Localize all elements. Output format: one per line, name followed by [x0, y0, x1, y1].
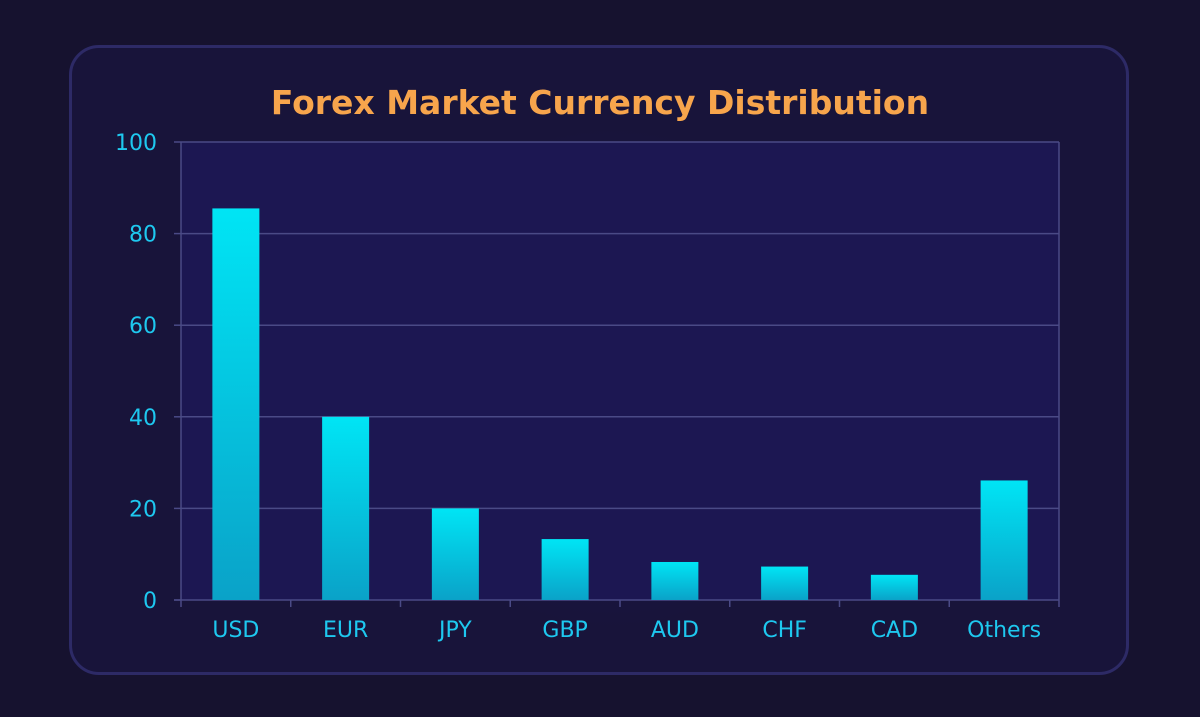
- bar-eur: [322, 416, 370, 600]
- bar-cad: [870, 574, 918, 600]
- bar-jpy: [431, 508, 479, 600]
- y-tick-label: 0: [143, 589, 157, 614]
- x-tick-label: CAD: [871, 618, 918, 643]
- x-tick-label: USD: [212, 618, 259, 643]
- bar-others: [980, 480, 1028, 600]
- bar-chf: [761, 566, 809, 600]
- x-tick-label: CHF: [762, 618, 807, 643]
- y-tick-labels: 0 20 40 60 80 100: [115, 131, 157, 614]
- y-tick-label: 60: [129, 314, 157, 339]
- x-tick-label: AUD: [651, 618, 699, 643]
- chart-title: Forex Market Currency Distribution: [270, 83, 930, 122]
- x-tick-labels: USD EUR JPY GBP AUD CHF CAD Others: [212, 618, 1041, 643]
- bar-aud: [651, 561, 699, 600]
- x-tick-label: Others: [967, 618, 1041, 643]
- x-tick-label: EUR: [323, 618, 368, 643]
- y-tick-label: 80: [129, 223, 157, 248]
- grid-lines: [181, 141, 1059, 510]
- y-tick-label: 40: [129, 406, 157, 431]
- x-tick-label: JPY: [437, 618, 472, 643]
- y-tick-label: 20: [129, 497, 157, 522]
- plot-area: [181, 142, 1059, 600]
- bars: [212, 208, 1028, 600]
- bar-gbp: [541, 539, 589, 600]
- bar-usd: [212, 208, 260, 600]
- y-tick-label: 100: [115, 131, 157, 156]
- x-tick-label: GBP: [542, 618, 587, 643]
